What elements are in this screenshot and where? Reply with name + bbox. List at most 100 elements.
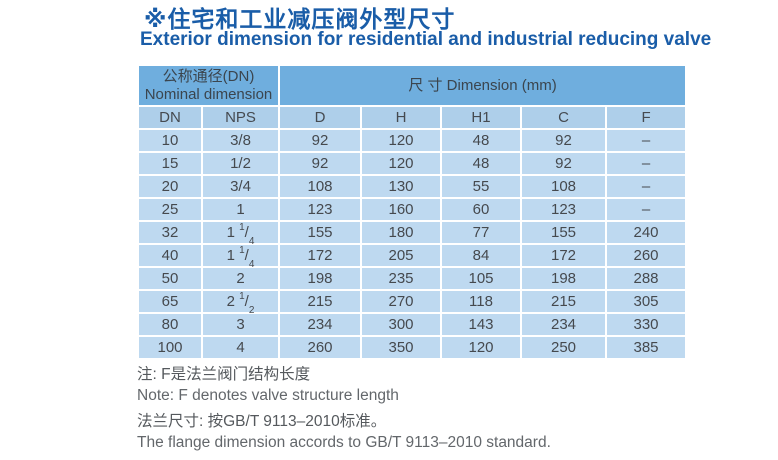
header-nominal-en: Nominal dimension xyxy=(144,85,273,103)
note-zh: 注: F是法兰阀门结构长度 xyxy=(137,366,311,383)
table-cell: 84 xyxy=(440,243,522,268)
table-cell: 25 xyxy=(137,197,203,222)
table-row: 15 1/2 92 120 48 92– xyxy=(137,151,688,176)
dimension-table: 公称通径(DN) Nominal dimension 尺 寸 Dimension… xyxy=(137,64,688,360)
table-cell: – xyxy=(604,128,688,153)
table-body: 10 3/8 92 120 48 92–15 1/2 92 120 48 92–20 3/4 108 13… xyxy=(137,128,688,360)
table-cell: 108 xyxy=(278,174,362,199)
table-cell: 198 xyxy=(278,266,362,291)
table-cell: 123 xyxy=(278,197,362,222)
table-cell: 48 xyxy=(440,151,522,176)
table-cell: 305 xyxy=(604,289,688,314)
table-cell: 155 xyxy=(520,220,607,245)
table-cell: 350 xyxy=(360,335,442,360)
table-cell: 215 xyxy=(520,289,607,314)
table-cell: 172 xyxy=(520,243,607,268)
table-cell: 205 xyxy=(360,243,442,268)
table-row: 20 3/4 108 130 55 108– xyxy=(137,174,688,199)
column-header-h: H xyxy=(360,105,442,130)
table-cell: 15 xyxy=(137,151,203,176)
table-cell: 1 1/4 xyxy=(201,243,280,270)
column-header-d: D xyxy=(278,105,362,130)
table-cell: 300 xyxy=(360,312,442,337)
table-cell: 105 xyxy=(440,266,522,291)
table-cell: 3/4 xyxy=(201,174,280,199)
column-header-dn: DN xyxy=(137,105,203,130)
table-cell: 60 xyxy=(440,197,522,222)
table-cell: 100 xyxy=(137,335,203,360)
table-cell: 143 xyxy=(440,312,522,337)
table-cell: 330 xyxy=(604,312,688,337)
table-cell: 234 xyxy=(278,312,362,337)
flange-note-en: The flange dimension accords to GB/T 911… xyxy=(137,434,551,451)
table-cell: 80 xyxy=(137,312,203,337)
table-cell: 130 xyxy=(360,174,442,199)
table-cell: 48 xyxy=(440,128,522,153)
table-cell: – xyxy=(604,174,688,199)
table-cell: 234 xyxy=(520,312,607,337)
table-cell: 92 xyxy=(520,151,607,176)
table-cell: 260 xyxy=(278,335,362,360)
table-row: 50 2 198 235 105 198 288 xyxy=(137,266,688,291)
table-cell: 108 xyxy=(520,174,607,199)
table-row: 100 4 260 350 120 250 385 xyxy=(137,335,688,360)
table-cell: 180 xyxy=(360,220,442,245)
header-nominal-dimension: 公称通径(DN) Nominal dimension xyxy=(137,64,280,107)
table-cell: 270 xyxy=(360,289,442,314)
table-row: 25 1 123 160 60 123– xyxy=(137,197,688,222)
table-cell: 1/2 xyxy=(201,151,280,176)
table-cell: 120 xyxy=(440,335,522,360)
group-header-row: 公称通径(DN) Nominal dimension 尺 寸 Dimension… xyxy=(137,64,688,107)
header-nominal-zh: 公称通径(DN) xyxy=(162,67,255,85)
table-cell: 1 1/4 xyxy=(201,220,280,247)
note-en: Note: F denotes valve structure length xyxy=(137,387,399,404)
page-title-en: Exterior dimension for residential and i… xyxy=(140,29,712,50)
footnotes: 注: F是法兰阀门结构长度 Note: F denotes valve stru… xyxy=(137,364,551,453)
column-header-h1: H1 xyxy=(440,105,522,130)
table-cell: 235 xyxy=(360,266,442,291)
column-header-nps: NPS xyxy=(201,105,280,130)
table-cell: 3/8 xyxy=(201,128,280,153)
table-cell: 198 xyxy=(520,266,607,291)
table-cell: 155 xyxy=(278,220,362,245)
table-row: 40 1 1/4 172 205 84 172 260 xyxy=(137,243,688,270)
table-cell: 172 xyxy=(278,243,362,268)
column-header-f: F xyxy=(604,105,688,130)
table-cell: 260 xyxy=(604,243,688,268)
table-cell: 77 xyxy=(440,220,522,245)
table-cell: 92 xyxy=(520,128,607,153)
table-cell: 92 xyxy=(278,128,362,153)
table-cell: 4 xyxy=(201,335,280,360)
table-row: 65 2 1/2 215 270 118 215 305 xyxy=(137,289,688,316)
table-cell: 20 xyxy=(137,174,203,199)
table-cell: 1 xyxy=(201,197,280,222)
table-cell: – xyxy=(604,197,688,222)
table-cell: 120 xyxy=(360,128,442,153)
table-cell: 2 1/2 xyxy=(201,289,280,316)
table-cell: 215 xyxy=(278,289,362,314)
flange-note-zh: 法兰尺寸: 按GB/T 9113–2010标准。 xyxy=(137,413,387,430)
table-cell: 2 xyxy=(201,266,280,291)
table-row: 32 1 1/4 155 180 77 155 240 xyxy=(137,220,688,247)
table-cell: 50 xyxy=(137,266,203,291)
table-cell: 55 xyxy=(440,174,522,199)
header-dimension-mm: 尺 寸 Dimension (mm) xyxy=(277,64,688,107)
table-cell: 288 xyxy=(604,266,688,291)
table-cell: 250 xyxy=(520,335,607,360)
table-cell: 92 xyxy=(278,151,362,176)
table-row: 80 3 234 300 143 234 330 xyxy=(137,312,688,337)
table-cell: 123 xyxy=(520,197,607,222)
column-header-row: DN NPS D H H1 C F xyxy=(137,105,688,130)
table-cell: 118 xyxy=(440,289,522,314)
table-cell: – xyxy=(604,151,688,176)
table-cell: 385 xyxy=(604,335,688,360)
column-header-c: C xyxy=(520,105,607,130)
table-cell: 65 xyxy=(137,289,203,314)
table-row: 10 3/8 92 120 48 92– xyxy=(137,128,688,153)
page-title-zh: ※住宅和工业减压阀外型尺寸 xyxy=(144,6,456,32)
table-cell: 240 xyxy=(604,220,688,245)
table-cell: 10 xyxy=(137,128,203,153)
table-cell: 40 xyxy=(137,243,203,268)
table-cell: 120 xyxy=(360,151,442,176)
